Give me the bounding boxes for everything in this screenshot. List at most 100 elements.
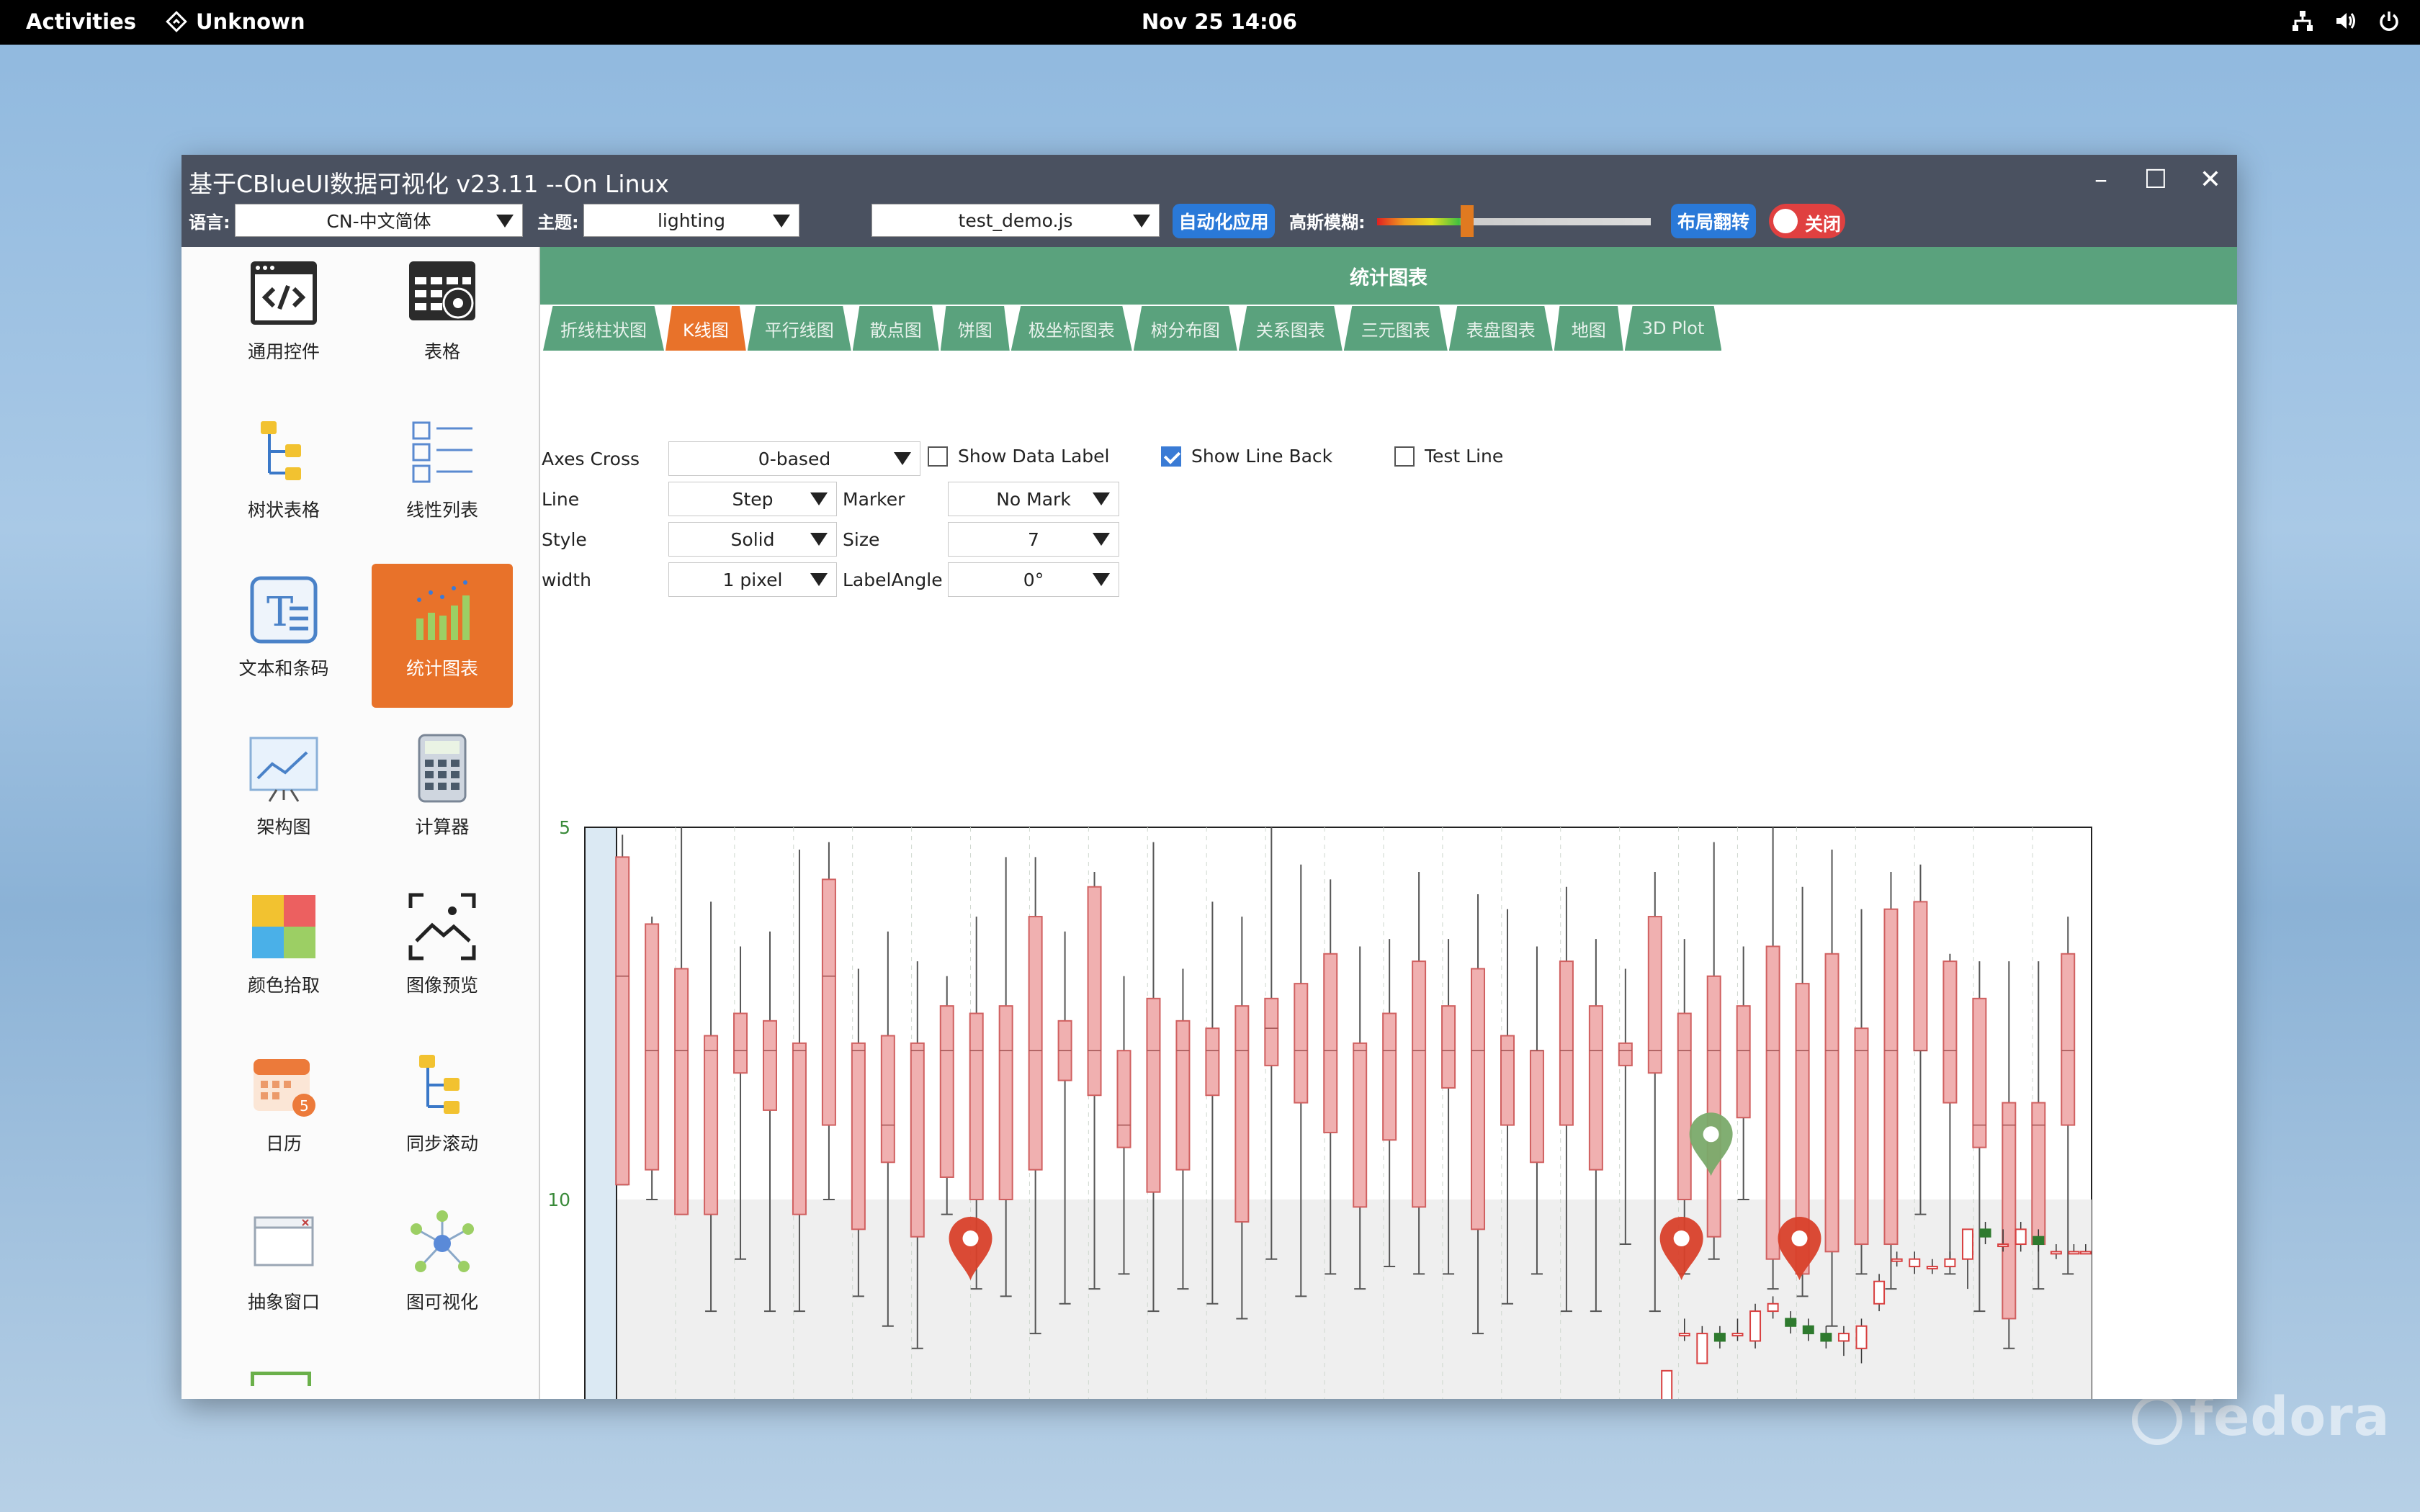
sidebar-item-statistics-chart[interactable]: 统计图表 <box>372 564 513 708</box>
sidebar-item-image-preview[interactable]: 图像预览 <box>372 881 513 1025</box>
checkbox-box[interactable] <box>1394 446 1415 467</box>
sidebar: 通用控件 表格 树状表格 线性列表 T 文本和条码 统计图表 架构图 计算器 <box>182 247 540 1399</box>
sidebar-item-color-picker[interactable]: 颜色拾取 <box>213 881 354 1025</box>
box-body <box>1854 1027 1869 1246</box>
axes-cross-select[interactable]: 0-based <box>668 441 920 476</box>
sidebar-item-linear-list[interactable]: 线性列表 <box>372 405 513 549</box>
activities-button[interactable]: Activities <box>26 9 137 34</box>
theme-label: 主题: <box>537 212 579 233</box>
maximize-icon[interactable]: ☐ <box>2143 165 2168 194</box>
candle-body <box>1678 1333 1690 1337</box>
power-icon[interactable] <box>2377 9 2401 33</box>
chevron-down-icon <box>1093 573 1110 586</box>
box-body <box>1559 960 1574 1126</box>
language-label: 语言: <box>189 212 230 233</box>
box-body <box>1618 1042 1633 1066</box>
auto-apply-button[interactable]: 自动化应用 <box>1173 204 1275 238</box>
clock[interactable]: Nov 25 14:06 <box>1142 9 1297 34</box>
page-title: 统计图表 <box>540 247 2237 305</box>
box-body <box>1441 1005 1456 1089</box>
box-body <box>2061 953 2076 1126</box>
close-toggle-label: 关闭 <box>1805 214 1842 235</box>
system-tray[interactable] <box>2290 9 2401 33</box>
candle-body <box>1767 1302 1779 1313</box>
sidebar-item-label: 抽象窗口 <box>247 1292 320 1313</box>
layout-flip-button[interactable]: 布局翻转 <box>1671 204 1756 238</box>
blur-label: 高斯模糊: <box>1289 212 1366 233</box>
sidebar-item-calculator[interactable]: 计算器 <box>372 722 513 866</box>
sidebar-item-abstract-window[interactable]: 抽象窗口 <box>213 1197 354 1341</box>
sidebar-item-architecture[interactable]: 架构图 <box>213 722 354 866</box>
sidebar-item-text-barcode[interactable]: T 文本和条码 <box>213 564 354 708</box>
sidebar-item-table[interactable]: 表格 <box>372 247 513 391</box>
axes-cross-value: 0-based <box>758 448 831 469</box>
show-line-back-checkbox[interactable]: Show Line Back <box>1161 446 1332 467</box>
map-pin-icon[interactable] <box>1689 1112 1733 1176</box>
tab-2[interactable]: 平行线图 <box>747 306 851 351</box>
sidebar-item-label: 同步滚动 <box>405 1133 478 1154</box>
close-toggle[interactable]: 关闭 <box>1769 204 1845 238</box>
label-angle-select[interactable]: 0° <box>948 562 1119 597</box>
candle-body <box>1909 1258 1921 1268</box>
script-select[interactable]: test_demo.js <box>871 204 1160 237</box>
blur-slider[interactable] <box>1377 205 1651 237</box>
candlestick-chart[interactable]: 5101502040608010012014016018020022024026… <box>540 247 2237 1399</box>
box-body <box>733 1012 748 1074</box>
candle-body <box>1837 1333 1850 1342</box>
checkbox-box[interactable] <box>928 446 948 467</box>
chevron-down-icon <box>1133 215 1150 228</box>
line-select[interactable]: Step <box>668 482 837 516</box>
map-pin-icon[interactable] <box>949 1217 992 1281</box>
graph-visualization-icon <box>411 1210 474 1272</box>
tab-3[interactable]: 散点图 <box>852 306 939 351</box>
box-body <box>762 1020 777 1111</box>
tab-4[interactable]: 饼图 <box>940 306 1010 351</box>
sidebar-item-general-controls[interactable]: 通用控件 <box>213 247 354 391</box>
tab-8[interactable]: 三元图表 <box>1343 306 1448 351</box>
volume-icon[interactable] <box>2334 9 2358 33</box>
tab-7[interactable]: 关系图表 <box>1238 306 1343 351</box>
box-body <box>1972 997 1987 1148</box>
tab-10[interactable]: 地图 <box>1554 306 1623 351</box>
sidebar-item-calendar[interactable]: 5 日历 <box>213 1039 354 1183</box>
show-data-label-checkbox[interactable]: Show Data Label <box>928 446 1110 467</box>
tab-5[interactable]: 极坐标图表 <box>1010 306 1132 351</box>
label-angle-label: LabelAngle <box>843 570 943 590</box>
marker-value: No Mark <box>996 488 1071 510</box>
box-body <box>1706 975 1721 1238</box>
checkbox-box-checked[interactable] <box>1161 446 1181 467</box>
sidebar-item-graph-visualization[interactable]: 图可视化 <box>372 1197 513 1341</box>
language-select[interactable]: CN-中文简体 <box>235 204 523 237</box>
app-menu[interactable]: Unknown <box>166 9 305 34</box>
abstract-window-icon <box>254 1216 314 1266</box>
candle-body <box>2033 1236 2045 1246</box>
tab-9[interactable]: 表盘图表 <box>1448 306 1553 351</box>
tab-11[interactable]: 3D Plot <box>1624 306 1722 351</box>
size-select[interactable]: 7 <box>948 522 1119 557</box>
code-window-icon <box>251 261 317 325</box>
network-icon[interactable] <box>2290 9 2315 33</box>
slider-thumb[interactable] <box>1461 205 1474 237</box>
map-pin-icon[interactable] <box>1659 1217 1703 1281</box>
minimize-icon[interactable]: – <box>2094 165 2107 194</box>
svg-text:T: T <box>266 589 293 636</box>
box-body <box>1736 1005 1751 1119</box>
style-select[interactable]: Solid <box>668 522 837 557</box>
test-line-checkbox[interactable]: Test Line <box>1394 446 1503 467</box>
box-body <box>1116 1050 1131 1148</box>
label-angle-value: 0° <box>1023 569 1044 590</box>
marker-select[interactable]: No Mark <box>948 482 1119 516</box>
sidebar-item-sync-scroll[interactable]: 同步滚动 <box>372 1039 513 1183</box>
map-pin-icon[interactable] <box>1778 1217 1821 1281</box>
tree-table-icon <box>261 421 301 480</box>
theme-select[interactable]: lighting <box>583 204 799 237</box>
tab-0[interactable]: 折线柱状图 <box>543 306 664 351</box>
width-select[interactable]: 1 pixel <box>668 562 837 597</box>
candle-body <box>1979 1228 1991 1238</box>
candle-body <box>1661 1369 1673 1399</box>
tab-1[interactable]: K线图 <box>666 306 746 351</box>
close-icon[interactable]: ✕ <box>2199 165 2222 194</box>
sidebar-item-label: 日历 <box>265 1133 302 1154</box>
tab-6[interactable]: 树分布图 <box>1133 306 1237 351</box>
sidebar-item-tree-table[interactable]: 树状表格 <box>213 405 354 549</box>
